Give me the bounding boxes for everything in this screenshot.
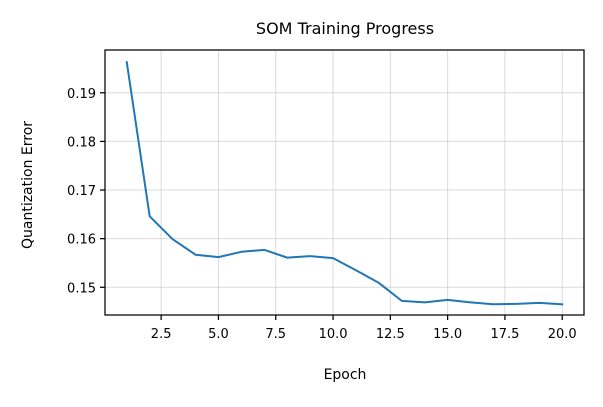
x-tick-label: 20.0 [548,327,577,342]
x-tick-label: 2.5 [151,327,172,342]
data-point [538,302,540,304]
y-tick-label: 0.15 [67,281,96,296]
x-tick-label: 17.5 [490,327,519,342]
y-axis-label: Quantization Error [20,121,36,249]
axes [104,49,585,316]
data-point [515,303,517,305]
y-tick-label: 0.16 [67,233,96,248]
data-point [263,249,265,251]
data-point [286,257,288,259]
y-tick-label: 0.18 [67,135,96,150]
data-point [401,300,403,302]
ticks: 2.5 5.0 7.5 10.0 12.5 15.0 17.5 20.0 0.15 0.16 0.1… [67,87,577,342]
y-tick-label: 0.19 [67,87,96,102]
data-point [332,257,334,259]
grid [105,50,584,315]
series-layer [125,61,564,306]
x-tick-label: 10.0 [319,327,348,342]
chart-title: SOM Training Progress [256,19,434,38]
series-line [125,61,564,306]
x-tick-label: 12.5 [376,327,405,342]
data-point [217,256,219,258]
x-tick-label: 7.5 [265,327,286,342]
plot-frame [104,49,585,316]
data-point [561,303,563,305]
x-tick-label: 15.0 [433,327,462,342]
data-point [126,61,128,63]
y-tick-label: 0.17 [67,184,96,199]
data-point [240,251,242,253]
data-point [447,299,449,301]
data-point [492,303,494,305]
data-point [470,301,472,303]
data-point [424,301,426,303]
x-tick-label: 5.0 [208,327,229,342]
x-axis-label: Epoch [324,367,367,383]
data-point [195,254,197,256]
data-point [309,255,311,257]
data-point [172,238,174,240]
data-point [355,269,357,271]
data-point [378,282,380,284]
data-point [149,215,151,217]
